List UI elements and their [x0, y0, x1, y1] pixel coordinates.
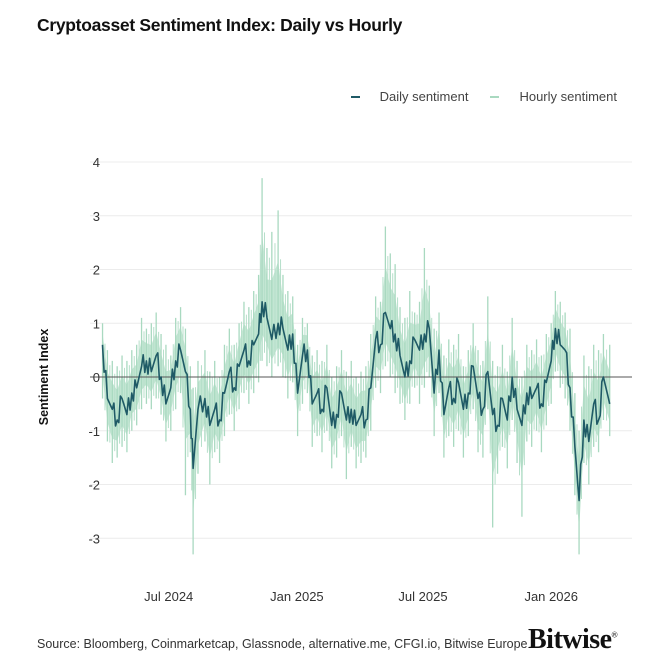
- x-tick-label: Jan 2026: [524, 589, 578, 604]
- x-tick-label: Jul 2024: [144, 589, 193, 604]
- chart-title: Cryptoasset Sentiment Index: Daily vs Ho…: [37, 15, 403, 35]
- y-tick-label: 1: [93, 316, 100, 331]
- y-tick-label: 2: [93, 263, 100, 278]
- hourly-sentiment-band: [102, 233, 610, 531]
- legend-item-hourly: Hourly sentiment: [490, 89, 617, 104]
- y-tick-label: 4: [93, 155, 100, 170]
- legend-label-daily: Daily sentiment: [379, 89, 469, 104]
- legend-label-hourly: Hourly sentiment: [519, 89, 617, 104]
- x-tick-label: Jul 2025: [398, 589, 447, 604]
- y-axis-label: Sentiment Index: [37, 329, 51, 426]
- y-tick-label: 0: [93, 370, 100, 385]
- y-tick-label: -2: [88, 478, 100, 493]
- bitwise-logo: Bitwise®: [528, 624, 618, 655]
- source-note: Source: Bloomberg, Coinmarketcap, Glassn…: [37, 637, 528, 651]
- legend-swatch-daily: [350, 95, 360, 98]
- daily-sentiment-line: [101, 300, 611, 502]
- x-tick-label: Jan 2025: [270, 589, 324, 604]
- y-tick-label: -3: [88, 531, 100, 546]
- legend: Daily sentiment Hourly sentiment: [329, 89, 617, 104]
- legend-item-daily: Daily sentiment: [350, 89, 469, 104]
- y-tick-label: -1: [88, 424, 100, 439]
- y-tick-label: 3: [93, 209, 100, 224]
- legend-swatch-hourly: [490, 95, 500, 98]
